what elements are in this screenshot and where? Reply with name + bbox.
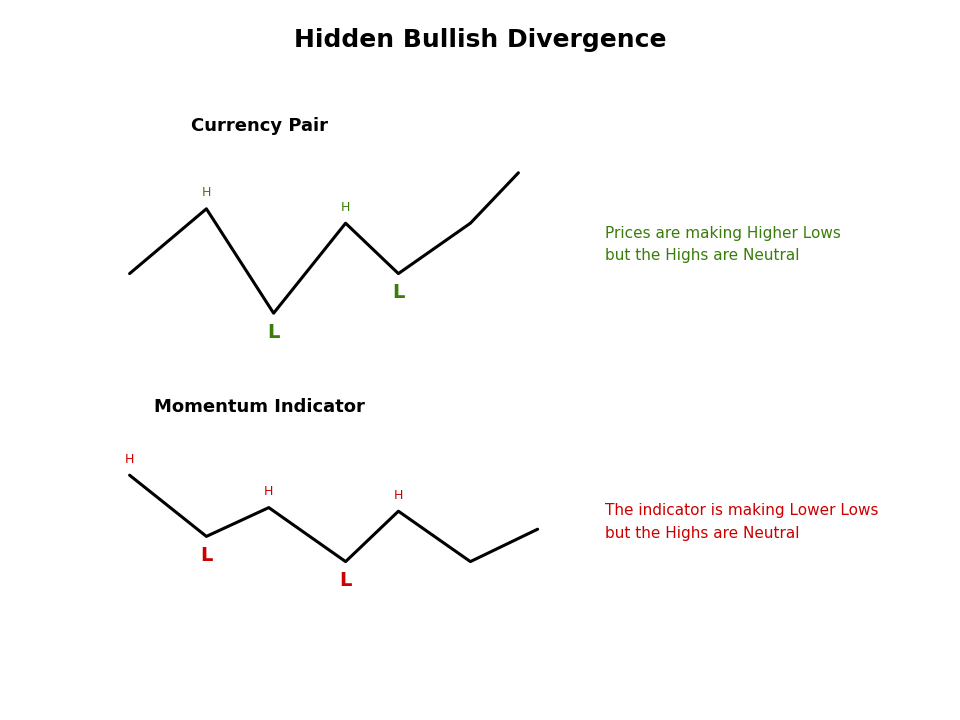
Text: L: L xyxy=(340,571,351,590)
Text: H: H xyxy=(264,485,274,498)
Text: L: L xyxy=(393,283,404,302)
Text: Currency Pair: Currency Pair xyxy=(191,117,327,135)
Text: The indicator is making Lower Lows
but the Highs are Neutral: The indicator is making Lower Lows but t… xyxy=(605,503,878,541)
Text: Hidden Bullish Divergence: Hidden Bullish Divergence xyxy=(294,27,666,52)
Text: Prices are making Higher Lows
but the Highs are Neutral: Prices are making Higher Lows but the Hi… xyxy=(605,226,841,264)
Text: H: H xyxy=(202,186,211,199)
Text: H: H xyxy=(394,489,403,502)
Text: H: H xyxy=(341,201,350,214)
Text: L: L xyxy=(268,323,279,341)
Text: H: H xyxy=(125,453,134,466)
Text: L: L xyxy=(201,546,212,564)
Text: Momentum Indicator: Momentum Indicator xyxy=(154,397,365,416)
